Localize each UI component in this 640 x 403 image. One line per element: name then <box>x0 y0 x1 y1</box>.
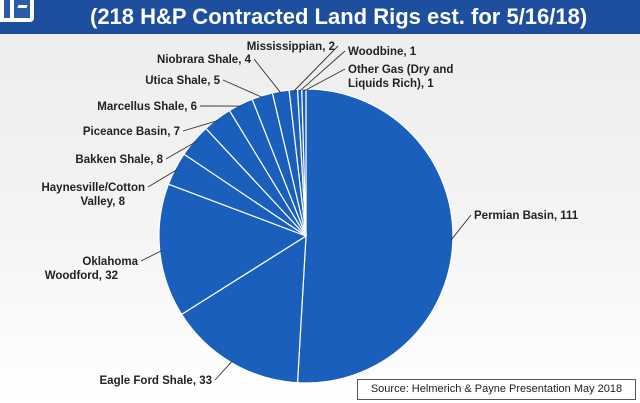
slice-label: Permian Basin, 111 <box>474 210 579 222</box>
slice-label: Niobrara Shale, 4 <box>157 54 252 66</box>
pie-slice <box>158 183 308 316</box>
leader-line <box>293 45 339 92</box>
slice-label: Marcellus Shale, 6 <box>97 101 197 113</box>
leader-line <box>165 141 196 160</box>
slice-label: Utica Shale, 5 <box>145 75 220 87</box>
leader-line <box>140 250 162 262</box>
company-logo-icon <box>0 0 34 22</box>
slice-label: Eagle Ford Shale, 33 <box>100 375 212 387</box>
leader-line <box>253 58 282 94</box>
leader-line <box>214 360 233 381</box>
slice-label: Mississippian, 2 <box>247 41 335 53</box>
leader-line <box>222 79 263 99</box>
leader-line <box>450 214 472 241</box>
leader-line <box>299 50 346 92</box>
slice-label: Bakken Shale, 8 <box>75 154 163 166</box>
slice-label: Oklahoma Woodford, 32 <box>45 256 139 282</box>
leader-lines <box>140 45 472 381</box>
chart-title: (218 H&P Contracted Land Rigs est. for 5… <box>90 4 588 29</box>
leader-line <box>303 68 346 92</box>
leader-line <box>147 169 178 188</box>
logo-mark <box>4 0 30 18</box>
slice-labels: Permian Basin, 111 Eagle Ford Shale, 33 Ok… <box>41 41 578 387</box>
pie-slices <box>158 88 454 384</box>
slice-label: Piceance Basin, 7 <box>83 126 180 138</box>
leader-line <box>182 119 219 132</box>
pie-slice <box>296 88 454 384</box>
source-note: Source: Helmerich & Payne Presentation M… <box>357 379 636 400</box>
header-bar: (218 H&P Contracted Land Rigs est. for 5… <box>0 0 640 34</box>
slice-label: Other Gas (Dry and Liquids Rich), 1 <box>348 64 453 90</box>
slice-label: Woodbine, 1 <box>348 46 417 58</box>
slice-label: Haynesville/Cotton Valley, 8 <box>41 182 145 208</box>
